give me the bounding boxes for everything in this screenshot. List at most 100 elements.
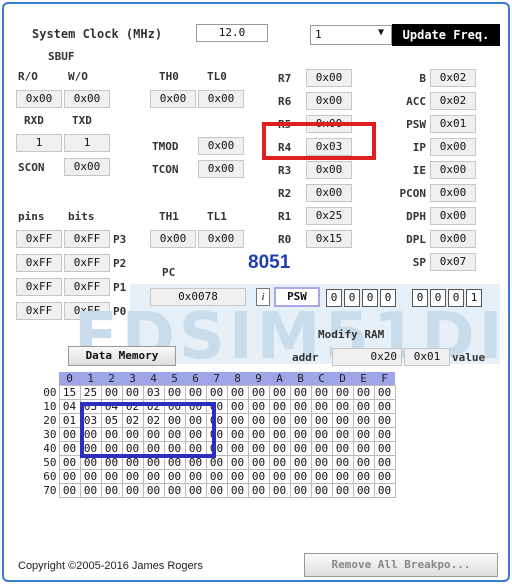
txd-value[interactable]: 1 <box>64 134 110 152</box>
memory-cell[interactable]: 00 <box>352 483 375 498</box>
memory-cell[interactable]: 00 <box>226 385 249 400</box>
psw-bit-checkbox[interactable]: 0 <box>344 289 360 307</box>
memory-cell[interactable]: 00 <box>184 441 207 456</box>
memory-cell[interactable]: 00 <box>289 455 312 470</box>
memory-cell[interactable]: 00 <box>247 483 270 498</box>
memory-cell[interactable]: 00 <box>121 427 144 442</box>
sfr-pcon-input[interactable]: 0x00 <box>430 184 476 202</box>
memory-cell[interactable]: 00 <box>58 441 81 456</box>
memory-cell[interactable]: 00 <box>352 441 375 456</box>
memory-cell[interactable]: 00 <box>58 483 81 498</box>
memory-cell[interactable]: 00 <box>268 483 291 498</box>
update-freq-button[interactable]: Update Freq. <box>392 24 500 46</box>
memory-cell[interactable]: 25 <box>79 385 102 400</box>
memory-cell[interactable]: 00 <box>373 399 396 414</box>
sbuf-wo-input[interactable]: 0x00 <box>64 90 110 108</box>
th1-input[interactable]: 0x00 <box>150 230 196 248</box>
memory-cell[interactable]: 00 <box>205 455 228 470</box>
memory-cell[interactable]: 00 <box>373 455 396 470</box>
memory-cell[interactable]: 00 <box>226 455 249 470</box>
memory-cell[interactable]: 00 <box>58 427 81 442</box>
memory-cell[interactable]: 00 <box>226 427 249 442</box>
memory-cell[interactable]: 00 <box>352 385 375 400</box>
memory-cell[interactable]: 00 <box>226 413 249 428</box>
memory-cell[interactable]: 00 <box>58 455 81 470</box>
memory-cell[interactable]: 00 <box>331 455 354 470</box>
memory-cell[interactable]: 00 <box>373 427 396 442</box>
memory-cell[interactable]: 00 <box>247 427 270 442</box>
sfr-psw-input[interactable]: 0x01 <box>430 115 476 133</box>
ram-addr-input[interactable]: 0x20 <box>332 348 402 366</box>
pc-input[interactable]: 0x0078 <box>150 288 246 306</box>
register-r4-input[interactable]: 0x03 <box>306 138 352 156</box>
memory-cell[interactable]: 00 <box>184 469 207 484</box>
port-bits-input[interactable]: 0xFF <box>64 254 110 272</box>
memory-cell[interactable]: 00 <box>352 427 375 442</box>
memory-cell[interactable]: 00 <box>205 483 228 498</box>
port-bits-input[interactable]: 0xFF <box>64 230 110 248</box>
memory-cell[interactable]: 00 <box>289 469 312 484</box>
scon-input[interactable]: 0x00 <box>64 158 110 176</box>
memory-cell[interactable]: 00 <box>163 441 186 456</box>
sfr-b-input[interactable]: 0x02 <box>430 69 476 87</box>
memory-cell[interactable]: 00 <box>268 385 291 400</box>
sfr-ie-input[interactable]: 0x00 <box>430 161 476 179</box>
memory-cell[interactable]: 00 <box>310 385 333 400</box>
memory-cell[interactable]: 00 <box>331 413 354 428</box>
memory-cell[interactable]: 15 <box>58 385 81 400</box>
memory-cell[interactable]: 00 <box>352 413 375 428</box>
memory-cell[interactable]: 00 <box>121 469 144 484</box>
memory-cell[interactable]: 00 <box>289 483 312 498</box>
memory-cell[interactable]: 00 <box>310 455 333 470</box>
psw-bit-checkbox[interactable]: 0 <box>326 289 342 307</box>
psw-bit-checkbox[interactable]: 0 <box>430 289 446 307</box>
memory-cell[interactable]: 00 <box>226 483 249 498</box>
memory-cell[interactable]: 00 <box>268 399 291 414</box>
psw-bit-checkbox[interactable]: 0 <box>448 289 464 307</box>
memory-cell[interactable]: 00 <box>310 469 333 484</box>
memory-cell[interactable]: 00 <box>331 441 354 456</box>
memory-cell[interactable]: 00 <box>100 385 123 400</box>
th0-input[interactable]: 0x00 <box>150 90 196 108</box>
memory-cell[interactable]: 00 <box>142 441 165 456</box>
sfr-ip-input[interactable]: 0x00 <box>430 138 476 156</box>
memory-cell[interactable]: 00 <box>289 441 312 456</box>
memory-cell[interactable]: 00 <box>121 483 144 498</box>
system-clock-input[interactable]: 12.0 <box>196 24 268 42</box>
memory-cell[interactable]: 00 <box>310 483 333 498</box>
memory-cell[interactable]: 00 <box>247 455 270 470</box>
memory-cell[interactable]: 05 <box>100 413 123 428</box>
memory-cell[interactable]: 00 <box>268 441 291 456</box>
memory-cell[interactable]: 03 <box>142 385 165 400</box>
psw-bit-checkbox[interactable]: 0 <box>362 289 378 307</box>
memory-cell[interactable]: 00 <box>184 385 207 400</box>
data-memory-button[interactable]: Data Memory <box>68 346 176 366</box>
memory-cell[interactable]: 00 <box>121 385 144 400</box>
sfr-dph-input[interactable]: 0x00 <box>430 207 476 225</box>
register-r6-input[interactable]: 0x00 <box>306 92 352 110</box>
memory-cell[interactable]: 00 <box>247 399 270 414</box>
memory-cell[interactable]: 00 <box>205 385 228 400</box>
memory-cell[interactable]: 00 <box>310 399 333 414</box>
memory-cell[interactable]: 00 <box>373 483 396 498</box>
register-r0-input[interactable]: 0x15 <box>306 230 352 248</box>
memory-cell[interactable]: 02 <box>121 413 144 428</box>
rxd-value[interactable]: 1 <box>16 134 62 152</box>
memory-cell[interactable]: 00 <box>58 469 81 484</box>
memory-cell[interactable]: 00 <box>247 469 270 484</box>
memory-cell[interactable]: 00 <box>268 455 291 470</box>
ram-value-input[interactable]: 0x01 <box>404 348 450 366</box>
memory-cell[interactable]: 00 <box>352 399 375 414</box>
memory-cell[interactable]: 00 <box>205 469 228 484</box>
memory-cell[interactable]: 00 <box>79 427 102 442</box>
memory-cell[interactable]: 00 <box>373 385 396 400</box>
memory-cell[interactable]: 00 <box>226 399 249 414</box>
memory-cell[interactable]: 04 <box>58 399 81 414</box>
memory-cell[interactable]: 00 <box>373 469 396 484</box>
sfr-acc-input[interactable]: 0x02 <box>430 92 476 110</box>
memory-cell[interactable]: 00 <box>142 469 165 484</box>
memory-cell[interactable]: 00 <box>310 441 333 456</box>
memory-cell[interactable]: 00 <box>331 385 354 400</box>
sfr-dpl-input[interactable]: 0x00 <box>430 230 476 248</box>
memory-cell[interactable]: 00 <box>100 483 123 498</box>
